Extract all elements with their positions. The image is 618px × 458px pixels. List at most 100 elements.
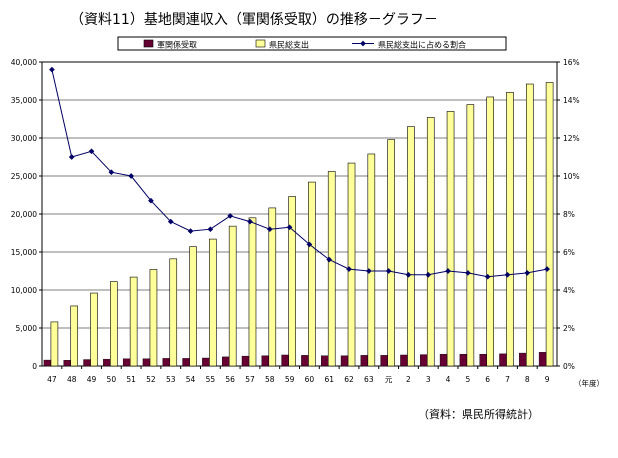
ratio-point: [405, 271, 412, 278]
x-tick-label: 60: [305, 375, 315, 384]
y2-tick-label: 4%: [563, 286, 575, 295]
source-note: （資料：県民所得統計）: [418, 407, 539, 421]
ratio-point: [247, 218, 253, 225]
bar-military-receipts: [281, 354, 289, 367]
bar-military-receipts: [43, 359, 52, 367]
bar-gross-expenditure: [466, 104, 475, 367]
bar-gross-expenditure: [545, 82, 554, 367]
bar-gross-expenditure: [288, 196, 296, 367]
y2-tick-label: 8%: [563, 210, 575, 219]
ratio-point: [524, 270, 531, 276]
x-tick-label: 4: [446, 375, 451, 384]
ratio-point: [465, 270, 471, 276]
x-tick-label: 6: [485, 375, 490, 384]
x-tick-label: 61: [324, 375, 334, 384]
ratio-point: [286, 224, 293, 231]
ratio-point: [425, 271, 432, 278]
ratio-point: [385, 268, 392, 274]
x-tick-label: 7: [505, 375, 510, 384]
bar-gross-expenditure: [446, 111, 455, 367]
ratio-point: [167, 218, 174, 225]
bar-military-receipts: [519, 352, 527, 367]
bar-gross-expenditure: [525, 83, 534, 367]
x-tick-label: 54: [186, 375, 196, 384]
ratio-line: [51, 69, 548, 278]
ratio-point: [544, 266, 550, 272]
x-tick-label: 55: [206, 375, 216, 384]
y-tick-label: 20,000: [11, 210, 37, 219]
x-tick-label: 5: [465, 375, 470, 384]
ratio-point: [227, 213, 234, 219]
bar-gross-expenditure: [70, 305, 79, 367]
bar-military-receipts: [321, 355, 329, 367]
y2-tick-label: 10%: [563, 172, 580, 181]
x-tick-label: 63: [364, 375, 374, 384]
x-tick-label: 2: [406, 375, 411, 384]
bar-gross-expenditure: [129, 276, 138, 367]
y2-tick-label: 2%: [563, 324, 575, 333]
x-tick-label: 9: [545, 375, 550, 384]
x-tick-label: 59: [285, 375, 295, 384]
ratio-line-series: [49, 66, 550, 280]
bar-gross-expenditure: [407, 126, 415, 367]
x-tick-label: 49: [87, 375, 97, 384]
bar-gross-expenditure: [308, 181, 316, 367]
x-tick-label: 元: [385, 375, 393, 384]
ratio-point: [148, 197, 154, 204]
bar-gross-expenditure: [387, 139, 395, 367]
bar-military-receipts: [400, 354, 408, 367]
legend-swatch-military: [143, 39, 154, 48]
ratio-point: [49, 66, 55, 73]
y-tick-label: 15,000: [11, 248, 37, 257]
right-axis-ticks: 0% 2% 4% 6% 8% 10% 12% 14% 16%: [557, 58, 580, 371]
bar-gross-expenditure: [189, 246, 197, 367]
bar-gross-expenditure: [50, 321, 59, 367]
x-tick-label: 58: [265, 375, 275, 384]
bar-military-receipts: [360, 355, 369, 367]
y-tick-label: 30,000: [11, 134, 37, 143]
x-tick-label: 57: [245, 375, 255, 384]
bar-gross-expenditure: [268, 207, 277, 367]
chart-legend: 軍関係受取 県民総支出 県民総支出に占める割合: [117, 36, 507, 51]
ratio-point: [306, 241, 313, 248]
bar-military-receipts: [162, 358, 170, 367]
bar-military-receipts: [122, 358, 131, 367]
ratio-point: [346, 266, 352, 272]
y-tick-label: 35,000: [11, 96, 37, 105]
bar-military-receipts: [301, 355, 309, 367]
legend-label-gross-expenditure: 県民総支出: [269, 40, 309, 50]
y2-tick-label: 0%: [563, 362, 575, 371]
bar-military-receipts: [202, 357, 210, 367]
x-tick-label: 51: [126, 375, 136, 384]
y-tick-label: 25,000: [11, 172, 37, 181]
ratio-point: [108, 169, 115, 176]
bar-gross-expenditure: [149, 269, 158, 367]
bar-military-receipts: [380, 355, 388, 367]
bar-military-receipts: [459, 354, 468, 367]
legend-box: [117, 36, 507, 51]
bar-gross-expenditure: [209, 238, 217, 367]
legend-label-ratio: 県民総支出に占める割合: [378, 40, 466, 50]
left-axis-ticks: 0 5,000 10,000 15,000 20,000 25,000 30,000 35,0…: [11, 58, 42, 371]
y2-tick-label: 6%: [563, 248, 575, 257]
bar-gross-expenditure: [506, 92, 514, 367]
bar-military-receipts: [103, 358, 111, 367]
bar-military-receipts: [538, 352, 547, 367]
x-tick-label: 53: [166, 375, 176, 384]
ratio-point: [445, 268, 451, 274]
bar-military-receipts: [221, 356, 230, 367]
x-axis-ticks: 47 48 49 50 51 52 53 54 55 56 57 58 59 60 61 62 63 元 2 3 4 5 6…: [47, 366, 550, 384]
x-tick-label: 50: [107, 375, 117, 384]
ratio-point: [128, 173, 134, 179]
ratio-point: [365, 268, 372, 274]
ratio-point: [266, 226, 273, 233]
bar-military-receipts: [83, 359, 91, 367]
x-tick-label: 52: [146, 375, 156, 384]
x-tick-label: 47: [47, 375, 57, 384]
bar-military-receipts: [182, 358, 190, 367]
gridlines: [42, 99, 557, 329]
bar-military-receipts: [261, 355, 269, 367]
legend-label-military: 軍関係受取: [157, 40, 197, 50]
bar-gross-expenditure: [486, 96, 494, 367]
